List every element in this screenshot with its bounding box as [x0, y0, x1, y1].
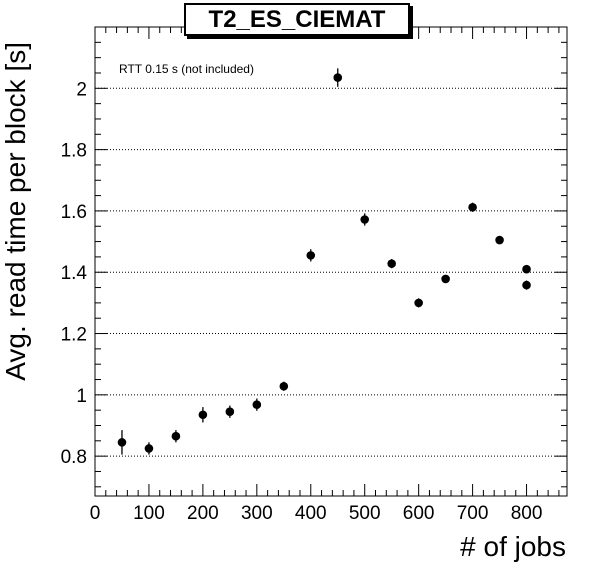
y-tick-label: 1.6	[61, 202, 87, 223]
data-point	[387, 259, 396, 268]
plot-frame	[94, 26, 568, 497]
data-point	[225, 407, 235, 417]
chart-title: T2_ES_CIEMAT	[184, 3, 410, 36]
x-axis-label: # of jobs	[460, 531, 566, 562]
y-tick-label: 1.2	[61, 325, 87, 346]
data-point	[333, 73, 343, 82]
x-tick-label: 800	[511, 503, 543, 524]
data-point	[279, 381, 289, 391]
data-point	[441, 274, 450, 284]
data-point	[117, 438, 127, 447]
data-point	[360, 215, 370, 224]
y-tick-label: 2	[76, 79, 87, 100]
grid-lines	[95, 87, 567, 457]
data-point	[522, 280, 531, 290]
x-tick-label: 0	[90, 503, 101, 524]
annotation-text: RTT 0.15 s (not included)	[119, 62, 254, 76]
x-tick-label: 400	[295, 503, 327, 524]
data-point	[468, 202, 477, 212]
data-point	[252, 400, 262, 409]
x-tick-label: 300	[241, 503, 273, 524]
y-tick-label: 1.4	[61, 263, 88, 284]
x-tick-label: 600	[403, 503, 435, 524]
x-tick-label: 500	[349, 503, 381, 524]
y-tick-label: 1	[76, 386, 87, 407]
data-point	[306, 251, 316, 260]
y-tick-label: 0.8	[61, 447, 87, 468]
y-axis-label: Avg. read time per block [s]	[0, 42, 31, 381]
data-point	[414, 298, 423, 308]
data-point	[522, 264, 531, 274]
data-point	[144, 444, 154, 453]
data-point	[495, 235, 504, 245]
axes: 0.8 1 1.2 1.4 1.6 1.8 2 0 100 200 300 400 500 600 700 8…	[61, 26, 567, 524]
data-points	[117, 68, 531, 455]
y-tick-label: 1.8	[61, 141, 87, 162]
x-tick-label: 700	[457, 503, 489, 524]
data-point	[198, 410, 208, 420]
data-point	[171, 431, 181, 441]
x-tick-label: 100	[133, 503, 165, 524]
x-tick-label: 200	[187, 503, 219, 524]
